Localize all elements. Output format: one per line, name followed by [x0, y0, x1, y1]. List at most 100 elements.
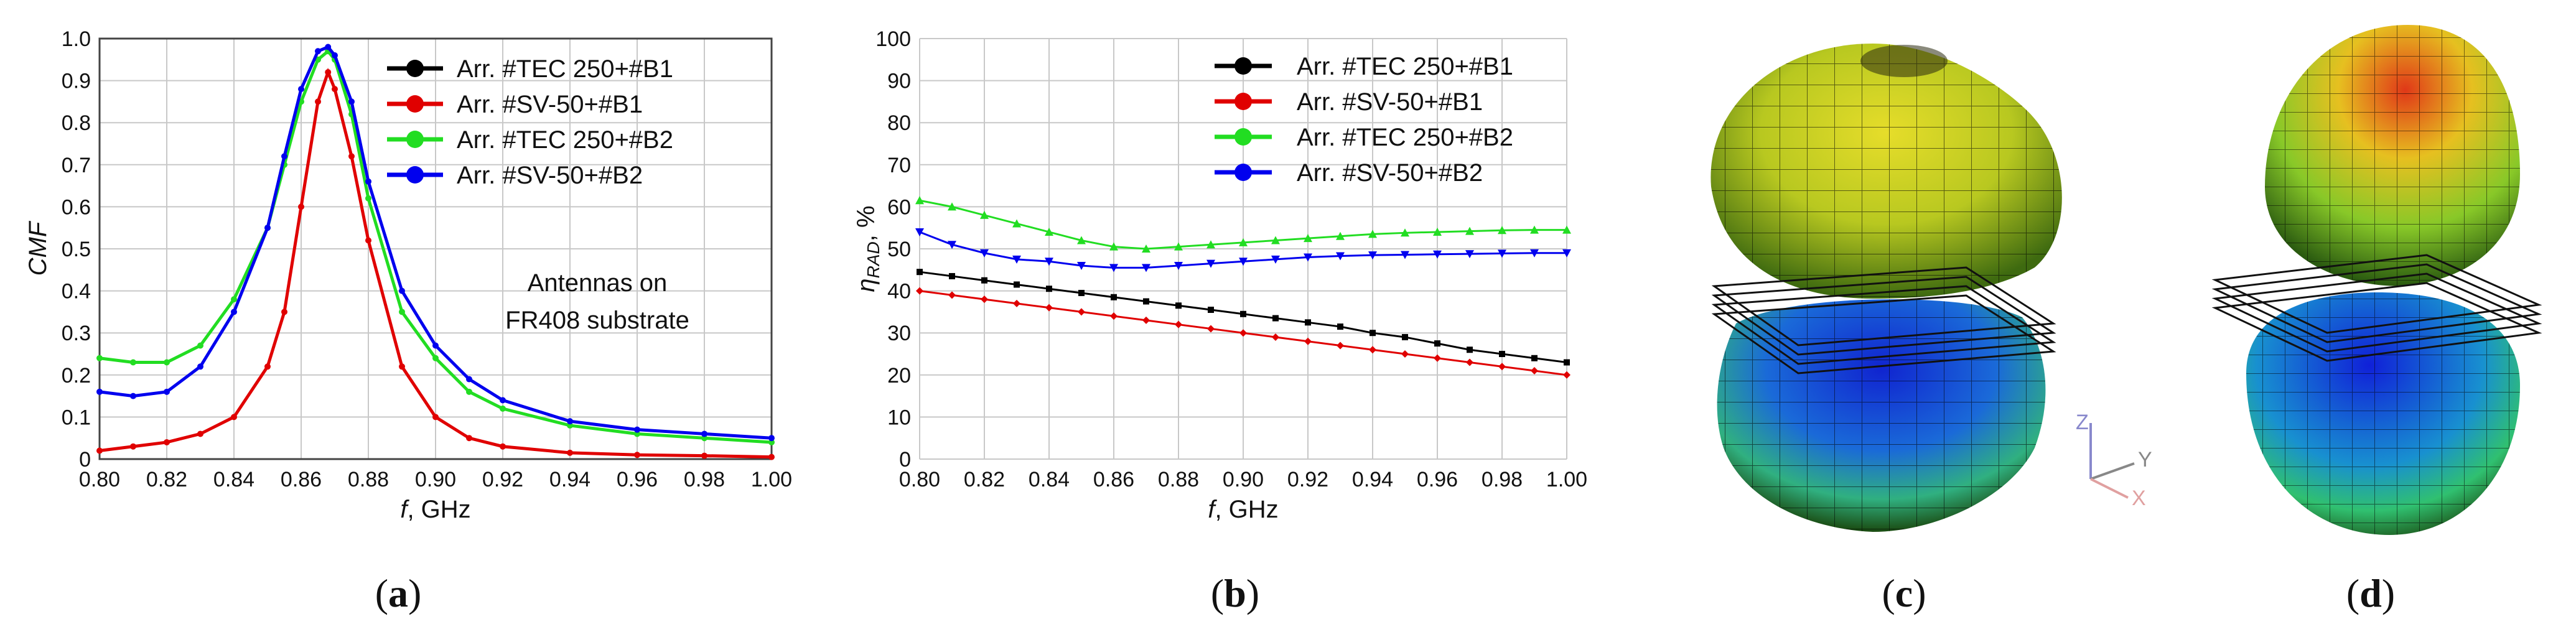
legend-label: Arr. #SV-50+#B1: [457, 91, 643, 118]
data-point: [1368, 251, 1377, 260]
chart-b-x-tick-label: 0.92: [1287, 468, 1328, 491]
data-point: [1498, 226, 1506, 235]
chart-b-x-tick-label: 0.90: [1223, 468, 1264, 491]
chart-b-series-1: [916, 287, 1570, 379]
chart-b-x-tick-label: 0.94: [1352, 468, 1393, 491]
data-point: [634, 426, 640, 433]
data-point: [1337, 342, 1344, 350]
panel-label-b: (b): [1211, 571, 1259, 615]
data-point: [1045, 304, 1053, 312]
data-point: [1078, 308, 1085, 316]
data-point: [432, 342, 439, 349]
data-point: [365, 195, 371, 202]
data-point: [1110, 312, 1118, 320]
data-point: [981, 277, 987, 284]
chart-a: 0.80 0.82 0.84 0.86 0.88 0.90 0.92 0.94 0.96 0.98…: [24, 27, 792, 615]
legend-item: Arr. #TEC 250+#B2: [387, 126, 673, 154]
chart-a-x-tick-label: 0.98: [684, 468, 725, 491]
data-point: [315, 98, 321, 105]
chart-a-xlabel: f, GHz: [400, 496, 470, 523]
upper-lobe-pole: [1860, 45, 1948, 77]
chart-b-y-tick-label: 0: [899, 448, 911, 472]
data-point: [1402, 333, 1408, 340]
data-point: [197, 363, 203, 370]
data-point: [1498, 249, 1506, 258]
data-point: [130, 393, 136, 399]
data-point: [281, 153, 287, 160]
x-axis-label: X: [2132, 486, 2146, 510]
chart-a-y-tick-label: 0: [79, 448, 91, 472]
chart-a-series: [96, 44, 775, 460]
data-point: [130, 443, 136, 450]
radiation-pattern-d: (d): [2211, 25, 2542, 615]
data-point: [949, 272, 955, 279]
legend-swatch-marker: [406, 60, 424, 77]
data-point: [1467, 346, 1473, 353]
chart-b-y-tick-label: 70: [887, 154, 911, 177]
data-point: [348, 153, 355, 160]
data-point: [500, 443, 506, 450]
data-point: [500, 405, 506, 412]
legend-label: Arr. #TEC 250+#B2: [1297, 124, 1513, 151]
chart-b-x-tick-label: 0.96: [1417, 468, 1458, 491]
data-point: [1564, 359, 1570, 366]
data-point: [197, 342, 203, 349]
chart-b-x-ticks: 0.80 0.82 0.84 0.86 0.88 0.90 0.92 0.94 0.96 0.98…: [899, 468, 1587, 491]
data-point: [1175, 302, 1182, 309]
radiation-pattern-c: Z Y X (c): [1710, 44, 2152, 615]
legend-swatch-marker: [406, 95, 424, 113]
chart-a-y-tick-label: 0.9: [62, 70, 91, 93]
chart-a-y-tick-label: 0.4: [62, 280, 91, 304]
data-point: [1077, 236, 1086, 244]
chart-a-annotation-line2: FR408 substrate: [505, 307, 689, 334]
data-point: [1401, 350, 1409, 358]
chart-b-series: [915, 196, 1571, 379]
legend-swatch-marker: [1234, 164, 1252, 181]
data-point: [1304, 253, 1312, 262]
data-point: [1499, 351, 1505, 357]
data-point: [1240, 310, 1246, 317]
chart-a-y-tick-label: 0.1: [62, 406, 91, 429]
data-point: [1336, 231, 1345, 240]
data-point: [1175, 320, 1182, 328]
legend-label: Arr. #SV-50+#B2: [457, 162, 643, 189]
data-point: [1272, 315, 1279, 322]
data-point: [1304, 234, 1312, 243]
data-point: [500, 397, 506, 404]
data-point: [164, 439, 170, 445]
data-point: [1531, 367, 1538, 375]
data-point: [466, 388, 472, 395]
data-point: [917, 269, 923, 276]
data-point: [634, 452, 640, 458]
data-point: [1271, 236, 1280, 244]
data-point: [130, 359, 136, 366]
panel-label-a: (a): [375, 571, 422, 615]
data-point: [1562, 249, 1571, 258]
data-point: [1078, 289, 1085, 296]
data-point: [466, 376, 472, 383]
data-point: [981, 295, 988, 304]
chart-b-x-tick-label: 0.84: [1029, 468, 1070, 491]
data-point: [1401, 251, 1409, 259]
x-axis-line: [2090, 478, 2129, 499]
legend-item: Arr. #TEC 250+#B1: [1215, 53, 1513, 80]
data-point: [948, 241, 956, 249]
data-point: [1562, 225, 1571, 234]
chart-b-y-tick-label: 80: [887, 111, 911, 135]
data-point: [1530, 225, 1539, 234]
data-point: [1433, 250, 1442, 259]
data-point: [264, 363, 271, 370]
data-point: [768, 435, 775, 442]
data-point: [1305, 319, 1311, 326]
chart-a-x-tick-label: 0.82: [146, 468, 187, 491]
chart-a-legend: Arr. #TEC 250+#B1 Arr. #SV-50+#B1 Arr. #…: [387, 55, 673, 189]
data-point: [768, 453, 775, 460]
chart-a-x-tick-label: 0.88: [348, 468, 389, 491]
data-point: [567, 449, 573, 456]
data-point: [980, 249, 989, 258]
chart-a-x-tick-label: 0.90: [415, 468, 456, 491]
data-point: [1434, 354, 1441, 362]
chart-a-x-ticks: 0.80 0.82 0.84 0.86 0.88 0.90 0.92 0.94 0.96 0.98…: [79, 468, 792, 491]
data-point: [432, 355, 439, 361]
